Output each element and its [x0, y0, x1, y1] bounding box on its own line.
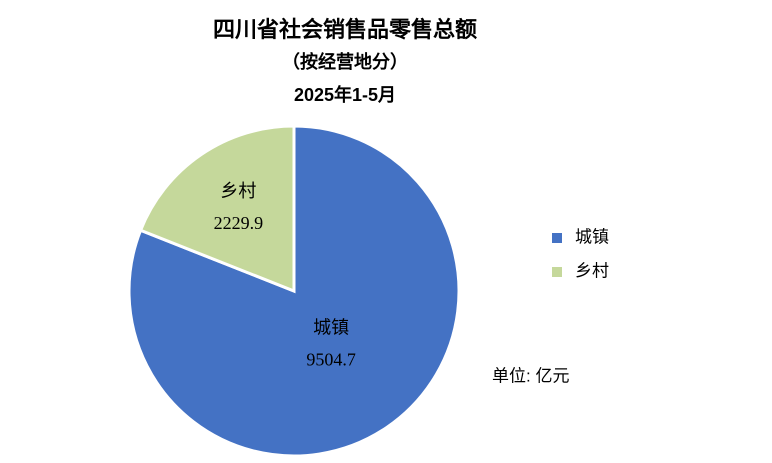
chart-title: 四川省社会销售品零售总额: [213, 17, 477, 42]
pie-slice: [127, 124, 461, 458]
legend-label: 乡村: [575, 261, 609, 280]
value-label: 9504.7: [306, 350, 356, 370]
legend-swatch: [552, 267, 562, 277]
slice-label: 城镇: [313, 318, 349, 338]
legend-swatch: [552, 233, 562, 243]
legend-label: 城镇: [575, 227, 609, 246]
chart-period: 2025年1-5月: [294, 84, 396, 105]
pie-slice: [138, 124, 296, 294]
value-label: 2229.9: [214, 213, 264, 233]
unit-note: 单位: 亿元: [492, 366, 569, 385]
slice-label: 乡村: [220, 181, 256, 201]
chart-subtitle: （按经营地分）: [282, 51, 408, 72]
